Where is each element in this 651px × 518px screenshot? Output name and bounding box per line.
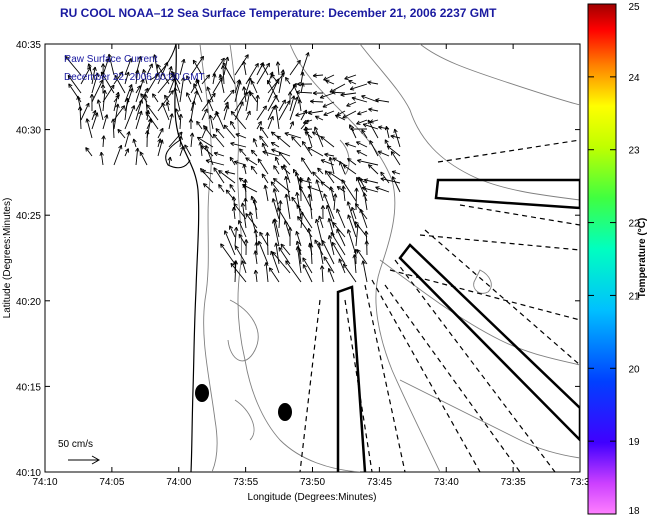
x-tick-label: 74:10 xyxy=(32,477,57,488)
y-tick-label: 40:25 xyxy=(16,211,41,222)
colorbar-tick-label: 22 xyxy=(628,219,640,230)
transect-lines xyxy=(299,139,580,472)
coastline xyxy=(174,44,200,472)
colorbar-tick-label: 23 xyxy=(628,146,640,157)
x-tick-label: 73:45 xyxy=(367,477,392,488)
bathymetry-contours xyxy=(199,44,580,472)
station-marker xyxy=(195,384,209,402)
map-title: RU COOL NOAA–12 Sea Surface Temperature:… xyxy=(60,6,497,20)
x-axis: 74:10 74:05 74:00 73:55 73:50 73:45 73:40 73:35… xyxy=(32,44,590,488)
transect-boxes xyxy=(336,178,580,472)
plot-area xyxy=(44,43,581,473)
x-tick-label: 74:05 xyxy=(99,477,124,488)
x-tick-label: 73:3 xyxy=(570,477,590,488)
y-tick-label: 40:35 xyxy=(16,40,41,51)
colorbar-title: Temperature (°C) xyxy=(637,218,648,299)
scale-arrow xyxy=(68,455,101,465)
x-tick-label: 73:55 xyxy=(233,477,258,488)
colorbar-tick-label: 19 xyxy=(628,437,640,448)
bay-shore xyxy=(149,44,177,81)
annotation-line2: December 22, 2006 00:00 GMT xyxy=(64,72,205,83)
y-tick-label: 40:15 xyxy=(16,382,41,393)
sandy-hook-shore xyxy=(165,139,191,169)
station-marker xyxy=(278,403,292,421)
scale-label: 50 cm/s xyxy=(58,439,93,450)
current-vectors xyxy=(64,52,401,283)
x-axis-title: Longitude (Degrees:Minutes) xyxy=(248,492,377,503)
y-axis: 40:35 40:30 40:25 40:20 40:15 40:10 xyxy=(16,40,580,479)
colorbar-tick-label: 21 xyxy=(628,291,640,302)
colorbar-ticks: 25 24 23 22 21 20 19 18 xyxy=(588,2,640,517)
x-tick-label: 74:00 xyxy=(166,477,191,488)
colorbar-tick-label: 20 xyxy=(628,364,640,375)
colorbar xyxy=(587,3,617,515)
colorbar-tick-label: 24 xyxy=(628,73,640,84)
y-tick-label: 40:20 xyxy=(16,297,41,308)
colorbar-tick-label: 18 xyxy=(628,506,640,517)
y-axis-title: Latitude (Degrees:Minutes) xyxy=(2,198,13,319)
x-tick-label: 73:35 xyxy=(501,477,526,488)
y-tick-label: 40:10 xyxy=(16,468,41,479)
x-tick-label: 73:40 xyxy=(434,477,459,488)
colorbar-tick-label: 25 xyxy=(628,2,640,13)
x-tick-label: 73:50 xyxy=(300,477,325,488)
annotation-line1: Raw Surface Current xyxy=(64,54,158,65)
y-tick-label: 40:30 xyxy=(16,126,41,137)
